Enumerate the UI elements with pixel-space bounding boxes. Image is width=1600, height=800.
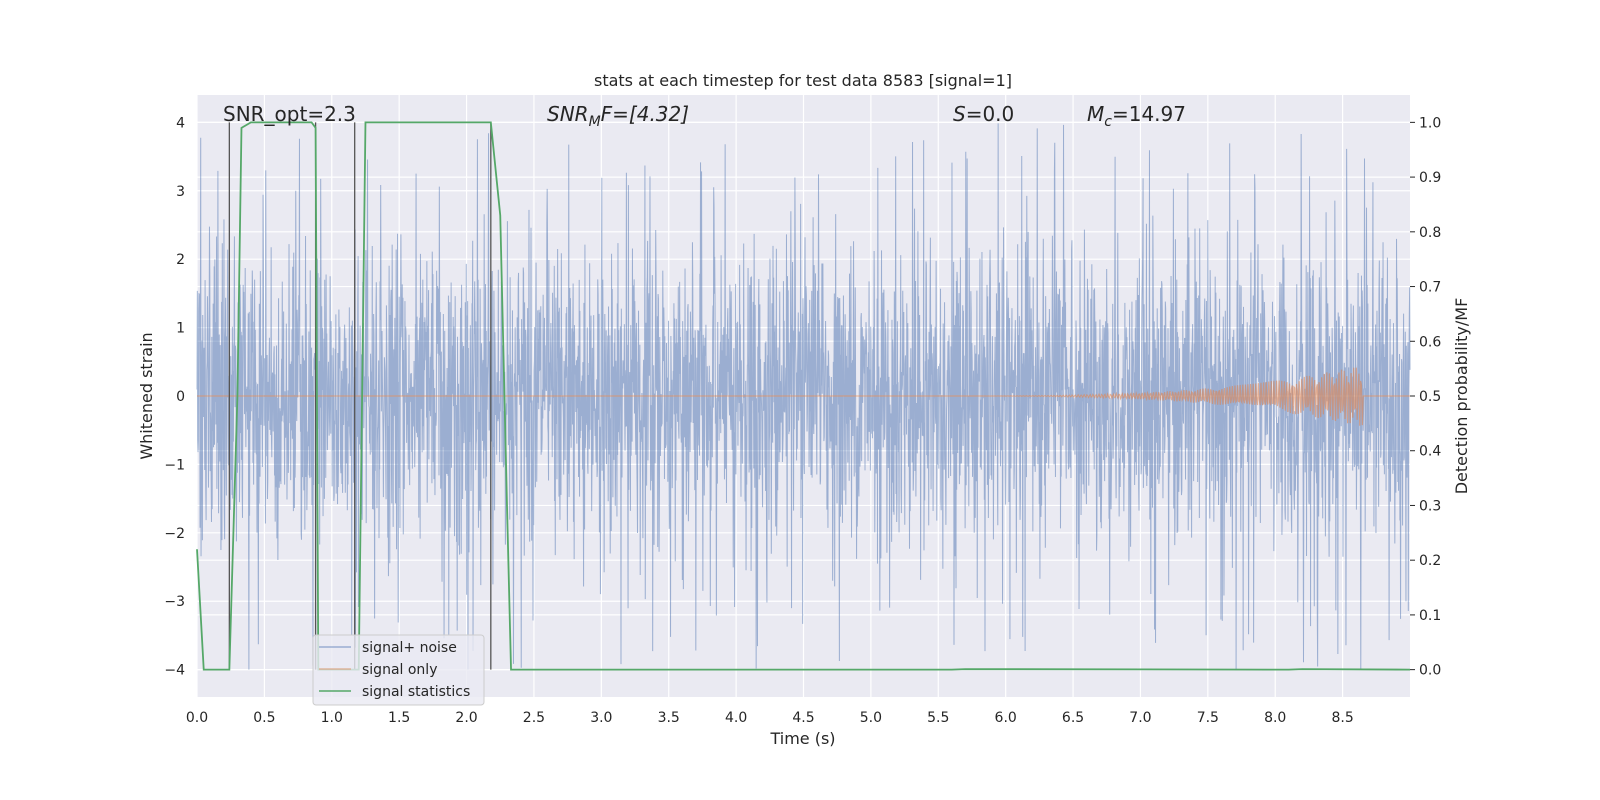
y2-axis-ticks: 0.0 0.1 0.2 0.3 0.4 0.5 0.6 0.7 0.8 0.9 1.0 <box>1410 115 1441 679</box>
legend-label-signal-noise: signal+ noise <box>362 640 457 656</box>
y-axis-label: Whitened strain <box>137 332 156 459</box>
y-tick-label: −2 <box>164 526 185 542</box>
x-tick-label: 3.0 <box>590 710 612 726</box>
x-tick-label: 2.0 <box>455 710 477 726</box>
x-tick-label: 2.5 <box>523 710 545 726</box>
annotation-snr-opt: SNR_opt=2.3 <box>223 102 356 126</box>
y-tick-label: 1 <box>176 321 185 337</box>
legend-box <box>312 634 485 706</box>
y2-axis-label: Detection probability/MF <box>1452 298 1471 495</box>
x-tick-label: 7.5 <box>1197 710 1219 726</box>
x-tick-label: 0.5 <box>253 710 275 726</box>
signal-statistics-series <box>196 121 1411 671</box>
signal-noise-line <box>196 123 1411 670</box>
x-tick-label: 8.0 <box>1264 710 1286 726</box>
signal-noise-series <box>196 123 1411 670</box>
x-tick-label: 4.0 <box>725 710 747 726</box>
annotation-mc: Mc=14.97 <box>1087 102 1186 130</box>
y-tick-label: −1 <box>164 457 185 473</box>
legend: signal+ noise signal only signal statist… <box>312 634 485 706</box>
x-axis-label: Time (s) <box>769 729 835 748</box>
x-tick-label: 8.5 <box>1331 710 1353 726</box>
y2-tick-label: 0.7 <box>1419 280 1441 296</box>
y2-tick-label: 0.6 <box>1419 334 1441 350</box>
y2-tick-label: 0.5 <box>1419 389 1441 405</box>
y2-tick-label: 0.4 <box>1419 444 1441 460</box>
signal-only-series <box>197 367 1410 426</box>
y-tick-label: 0 <box>176 389 185 405</box>
x-tick-label: 5.5 <box>927 710 949 726</box>
y-tick-label: 4 <box>176 115 185 131</box>
annotation-snr-mf: SNRMF=[4.32] <box>547 102 689 130</box>
x-tick-label: 0.0 <box>186 710 208 726</box>
y-tick-label: 3 <box>176 184 185 200</box>
y-tick-label: 2 <box>176 252 185 268</box>
y2-tick-label: 0.2 <box>1419 553 1441 569</box>
y2-tick-label: 0.3 <box>1419 498 1441 514</box>
x-axis-ticks: 0.0 0.5 1.0 1.5 2.0 2.5 3.0 3.5 4.0 4.5 5.0 5.5 6.0 6… <box>186 710 1354 726</box>
x-tick-label: 4.5 <box>792 710 814 726</box>
x-tick-label: 6.0 <box>995 710 1017 726</box>
chart-title: stats at each timestep for test data 858… <box>594 71 1012 90</box>
annotation-s: S=0.0 <box>953 102 1014 126</box>
x-tick-label: 3.5 <box>658 710 680 726</box>
x-tick-label: 1.5 <box>388 710 410 726</box>
y2-tick-label: 0.0 <box>1419 663 1441 679</box>
x-tick-label: 6.5 <box>1062 710 1084 726</box>
x-tick-label: 5.0 <box>860 710 882 726</box>
signal-statistics-line <box>196 121 1411 671</box>
y2-tick-label: 1.0 <box>1419 115 1441 131</box>
x-tick-label: 1.0 <box>321 710 343 726</box>
y-axis-ticks: −4 −3 −2 −1 0 1 2 3 4 <box>164 115 185 678</box>
vertical-markers <box>228 122 492 670</box>
y-tick-label: −4 <box>164 663 185 679</box>
y-tick-label: −3 <box>164 594 185 610</box>
y2-tick-label: 0.9 <box>1419 170 1441 186</box>
x-tick-label: 7.0 <box>1129 710 1151 726</box>
legend-label-signal-statistics: signal statistics <box>362 684 470 700</box>
y2-tick-label: 0.8 <box>1419 225 1441 241</box>
legend-label-signal-only: signal only <box>362 662 437 678</box>
y2-tick-label: 0.1 <box>1419 608 1441 624</box>
signal-only-line <box>197 367 1410 426</box>
